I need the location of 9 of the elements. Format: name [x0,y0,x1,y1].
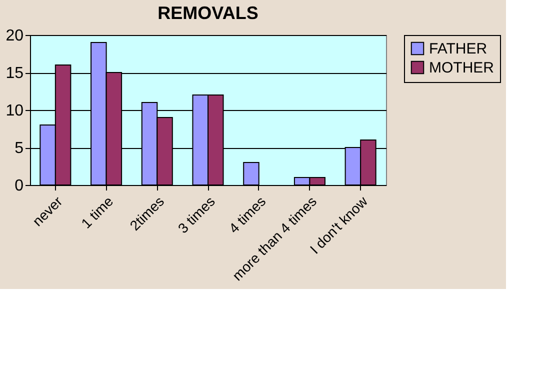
y-tick-label: 0 [14,178,24,194]
legend-label: MOTHER [429,60,494,76]
y-tick-label: 5 [14,140,24,157]
chart-title: REMOVALS [158,3,258,23]
y-tick-label: 15 [6,65,24,82]
y-tick-label: 10 [6,102,24,120]
x-tick-label: 1 time [78,192,116,232]
legend-label: FATHER [429,40,488,58]
y-tick-label: 20 [6,28,24,44]
